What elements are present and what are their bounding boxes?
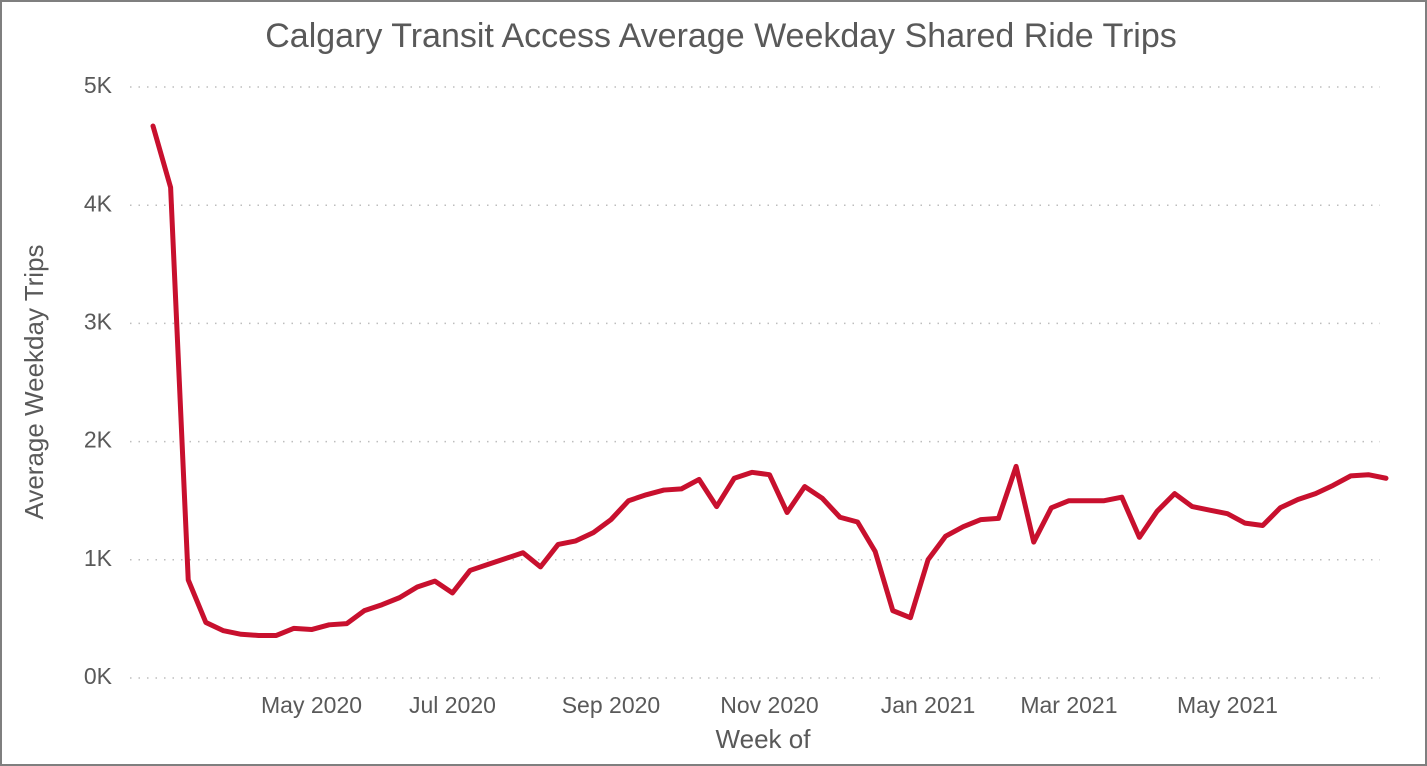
y-tick-label: 3K	[84, 308, 113, 334]
x-axis-title: Week of	[716, 724, 812, 754]
y-tick-label: 5K	[84, 72, 113, 98]
x-tick-label: Nov 2020	[720, 692, 818, 718]
x-tick-label: May 2021	[1177, 692, 1278, 718]
x-tick-label: Mar 2021	[1020, 692, 1117, 718]
chart-title: Calgary Transit Access Average Weekday S…	[265, 17, 1177, 55]
y-tick-label: 0K	[84, 663, 113, 689]
y-tick-label: 4K	[84, 190, 113, 216]
y-tick-label: 2K	[84, 427, 113, 453]
data-line	[150, 123, 1389, 638]
x-tick-label: May 2020	[261, 692, 362, 718]
x-tick-label: Sep 2020	[562, 692, 660, 718]
y-axis-title: Average Weekday Trips	[19, 244, 49, 519]
x-tick-label: Jul 2020	[409, 692, 496, 718]
x-tick-label: Jan 2021	[881, 692, 976, 718]
y-tick-label: 1K	[84, 545, 113, 571]
